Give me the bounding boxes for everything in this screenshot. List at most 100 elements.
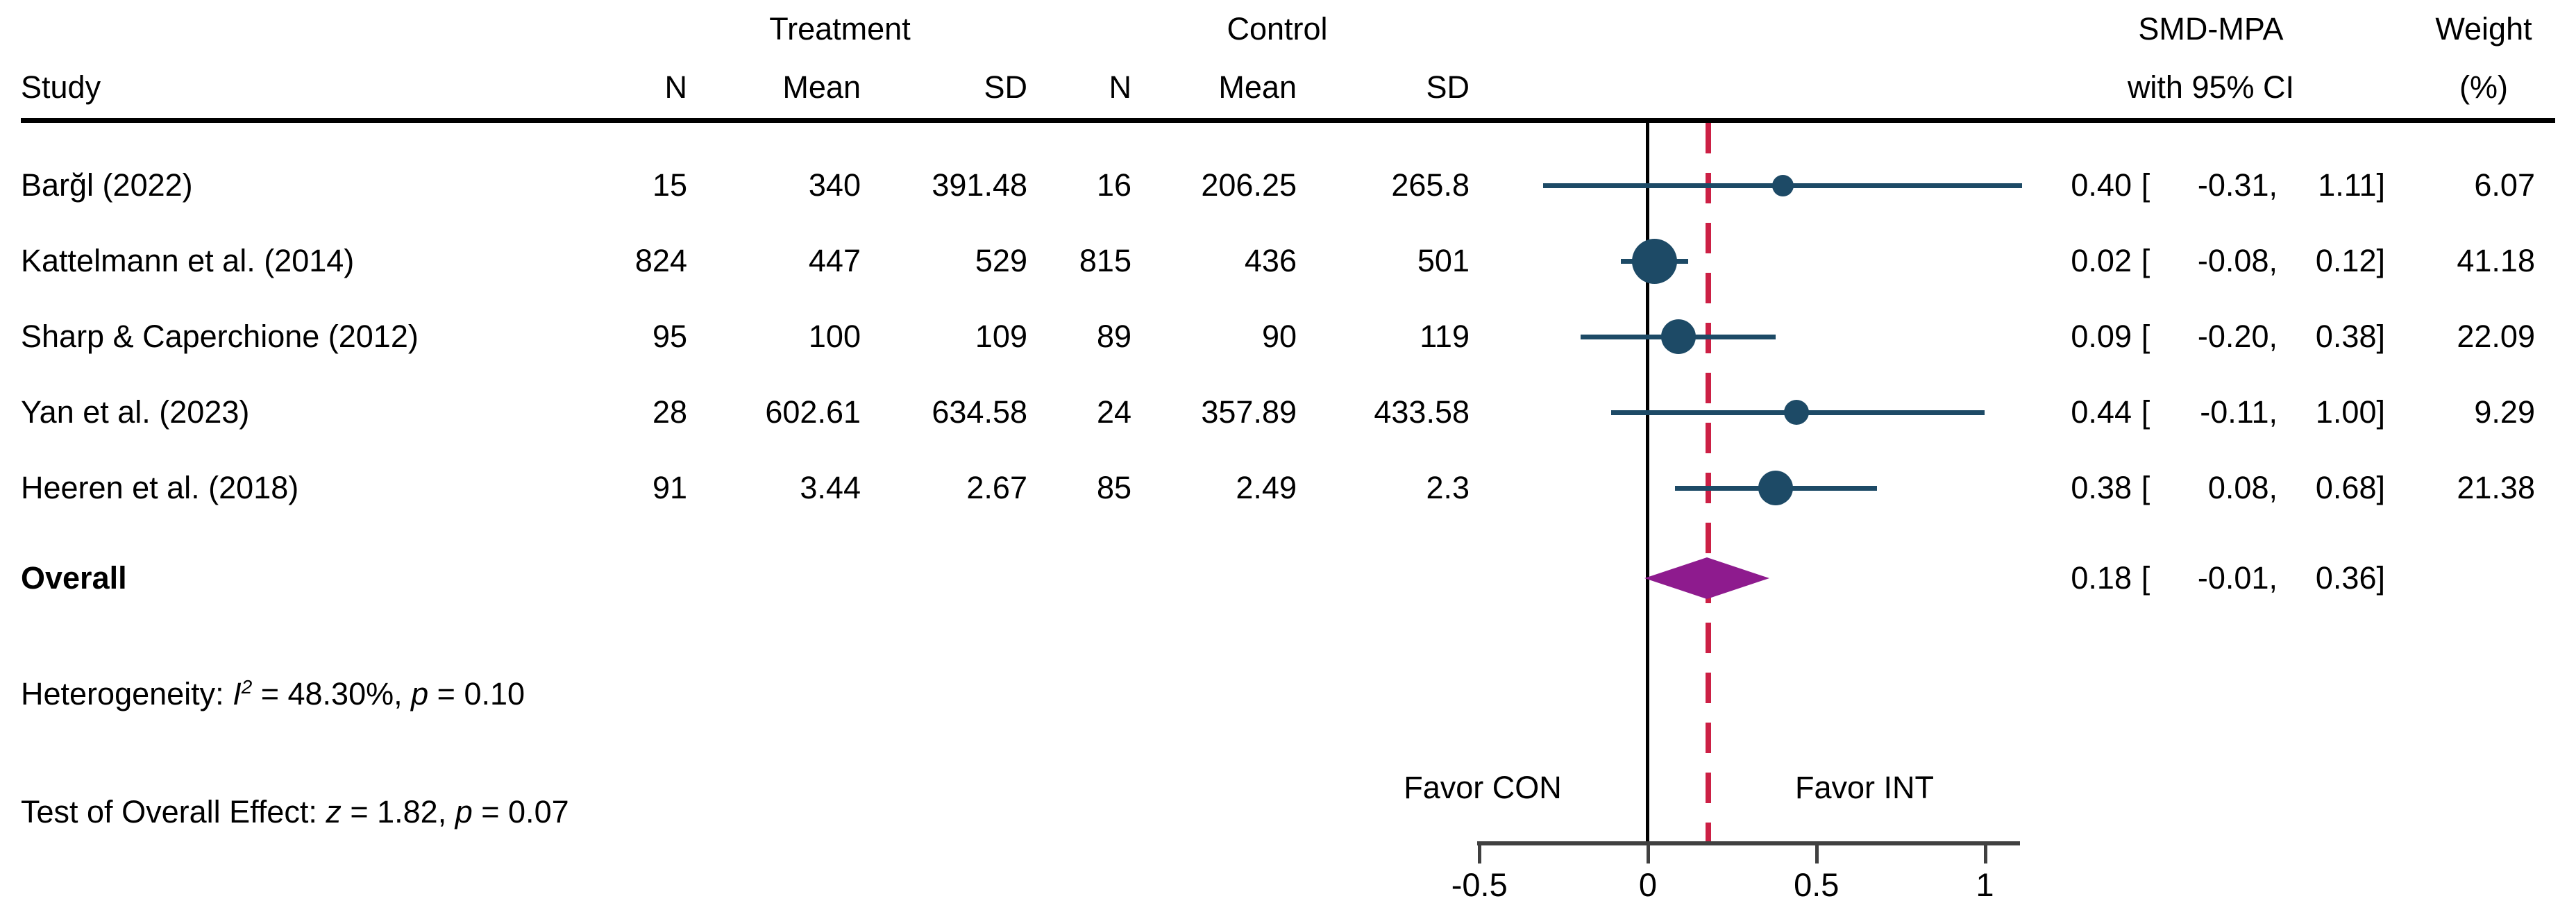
footnote-part: Heterogeneity: — [21, 676, 233, 711]
smd-ci-label-ci-high: 0.12] — [2315, 243, 2385, 278]
smd-ci-label-ci-high: 0.68] — [2315, 470, 2385, 505]
effect-point-marker — [1632, 238, 1678, 284]
treatment-mean: 340 — [808, 167, 861, 203]
header-treatment-mean: Mean — [782, 69, 861, 105]
control-n: 89 — [1096, 319, 1131, 354]
weight-value: 6.07 — [2474, 167, 2535, 203]
treatment-sd: 109 — [975, 319, 1027, 354]
smd-ci-label-ci-high: 1.11] — [2318, 167, 2385, 203]
zero-reference-line — [1646, 123, 1649, 841]
header-treatment-n: N — [664, 69, 688, 105]
smd-ci-label-est: 0.40 — [2071, 167, 2132, 203]
treatment-mean: 3.44 — [800, 470, 861, 505]
study-name: Heeren et al. (2018) — [21, 470, 299, 505]
smd-ci-label-ci-high: 1.00] — [2315, 394, 2385, 430]
x-axis-line — [1477, 841, 2020, 845]
group-header-control: Control — [1227, 11, 1328, 47]
weight-value: 21.38 — [2457, 470, 2535, 505]
treatment-mean: 100 — [808, 319, 861, 354]
treatment-n: 28 — [652, 394, 687, 430]
x-axis-tick-label: 0.5 — [1794, 866, 1840, 903]
group-header-treatment: Treatment — [769, 11, 911, 47]
smd-ci-label: 0.40[-0.31, 1.11] — [2052, 166, 2385, 205]
smd-ci-label: 0.09 [-0.20, 0.38] — [2052, 317, 2385, 356]
smd-ci-label-est: 0.02 — [2071, 243, 2132, 278]
study-name: Kattelmann et al. (2014) — [21, 243, 355, 278]
overall-smd-ci-label-ci-high: 0.36] — [2315, 560, 2385, 596]
smd-ci-label-bracket: [ — [2141, 167, 2150, 203]
control-mean: 2.49 — [1236, 470, 1297, 505]
x-axis-tick-label: 1 — [1976, 866, 1994, 903]
treatment-n: 824 — [634, 243, 687, 278]
control-n: 24 — [1096, 394, 1131, 430]
smd-ci-label-bracket: [ — [2141, 319, 2150, 354]
smd-ci-label: 0.38 [0.08, 0.68] — [2052, 469, 2385, 507]
effect-point-marker — [1771, 174, 1794, 196]
control-sd: 265.8 — [1391, 167, 1470, 203]
treatment-mean: 602.61 — [765, 394, 861, 430]
header-smd-line1: SMD-MPA — [2138, 11, 2284, 47]
favor-right-label: Favor INT — [1794, 770, 1935, 805]
overall-effect-test-text: Test of Overall Effect: z = 1.82, p = 0.… — [21, 793, 569, 832]
pooled-effect-dashed-line — [1706, 123, 1711, 841]
control-sd: 119 — [1420, 319, 1470, 354]
overall-diamond — [1644, 557, 1770, 599]
overall-smd-ci-label-est: 0.18 — [2071, 560, 2132, 596]
footnote-part: z — [326, 794, 342, 829]
smd-ci-label-est: 0.44 — [2071, 394, 2132, 430]
weight-value: 41.18 — [2457, 243, 2535, 278]
control-sd: 433.58 — [1374, 394, 1470, 430]
smd-ci-label-ci-low: -0.11, — [2200, 394, 2278, 430]
footnote-part: Test of Overall Effect: — [21, 794, 326, 829]
header-smd-line2: with 95% CI — [2127, 69, 2295, 105]
x-axis-tick — [1478, 845, 1482, 863]
heterogeneity-text: Heterogeneity: I2 = 48.30%, p = 0.10 — [21, 675, 525, 714]
x-axis-tick — [1647, 845, 1650, 863]
overall-smd-ci-label-ci-low: -0.01, — [2197, 560, 2278, 596]
smd-ci-label-bracket: [ — [2141, 394, 2150, 430]
weight-value: 22.09 — [2457, 319, 2535, 354]
study-name: Sharp & Caperchione (2012) — [21, 319, 419, 354]
smd-ci-label-bracket: [ — [2141, 470, 2150, 505]
overall-smd-ci-label-bracket: [ — [2141, 560, 2150, 596]
weight-value: 9.29 — [2474, 394, 2535, 430]
control-n: 815 — [1079, 243, 1131, 278]
control-n: 85 — [1096, 470, 1131, 505]
control-mean: 357.89 — [1201, 394, 1297, 430]
control-mean: 206.25 — [1201, 167, 1297, 203]
study-name: Barğl (2022) — [21, 167, 193, 203]
overall-smd-ci-label: 0.18[ -0.01, 0.36] — [2052, 559, 2385, 598]
control-sd: 501 — [1417, 243, 1470, 278]
smd-ci-label-ci-low: 0.08, — [2207, 470, 2278, 505]
control-mean: 90 — [1261, 319, 1297, 354]
header-rule — [21, 118, 2555, 123]
control-n: 16 — [1096, 167, 1131, 203]
overall-label: Overall — [21, 560, 127, 596]
header-treatment-sd: SD — [984, 69, 1027, 105]
header-weight-line1: Weight — [2435, 11, 2532, 47]
footnote-part: 2 — [241, 676, 253, 698]
x-axis-tick-label: -0.5 — [1451, 866, 1508, 903]
smd-ci-label-est: 0.38 — [2071, 470, 2132, 505]
footnote-part: p — [455, 794, 473, 829]
smd-ci-label-bracket: [ — [2141, 243, 2150, 278]
x-axis-tick-label: 0 — [1638, 866, 1658, 903]
header-control-mean: Mean — [1218, 69, 1297, 105]
treatment-n: 91 — [652, 470, 687, 505]
control-sd: 2.3 — [1426, 470, 1470, 505]
smd-ci-label-ci-high: 0.38] — [2315, 319, 2385, 354]
x-axis-tick — [1983, 845, 1987, 863]
treatment-n: 15 — [652, 167, 687, 203]
treatment-mean: 447 — [808, 243, 861, 278]
favor-left-label: Favor CON — [1404, 770, 1562, 805]
footnote-part: = 1.82, — [341, 794, 455, 829]
treatment-sd: 391.48 — [932, 167, 1027, 203]
treatment-sd: 529 — [975, 243, 1027, 278]
header-study: Study — [21, 69, 101, 105]
footnote-part: = 0.07 — [472, 794, 569, 829]
study-name: Yan et al. (2023) — [21, 394, 250, 430]
treatment-sd: 634.58 — [932, 394, 1027, 430]
x-axis-tick — [1815, 845, 1819, 863]
effect-point-marker — [1660, 319, 1696, 354]
